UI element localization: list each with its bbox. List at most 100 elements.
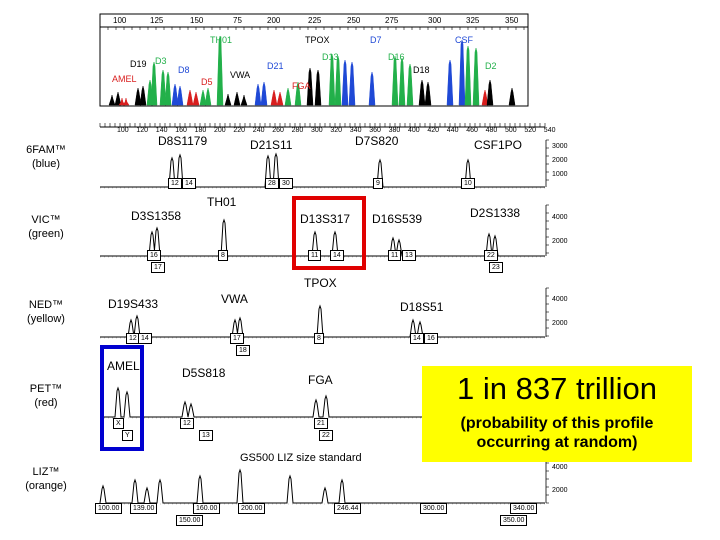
- y-axis-label: 2000: [552, 320, 568, 327]
- main-ruler-label: 300: [311, 127, 323, 134]
- dye-name: 6FAM™: [26, 144, 66, 156]
- top-panel-peak: [233, 91, 241, 106]
- top-panel-peak: [368, 71, 376, 106]
- top-panel-peak: [254, 83, 262, 106]
- top-panel-peak: [176, 85, 184, 106]
- locus-fga: FGA: [308, 373, 333, 387]
- d13s317-highlight-box: [292, 196, 366, 270]
- dye-color: (orange): [25, 480, 67, 492]
- top-label-th01: TH01: [210, 35, 233, 45]
- probability-caption-line1: (probability of this profile: [460, 415, 654, 432]
- dye-label-orange: LIZ™ (orange): [14, 465, 78, 493]
- top-panel-peak: [224, 93, 232, 106]
- allele-tag: 14: [138, 333, 152, 344]
- dye-name: PET™: [29, 383, 63, 395]
- top-panel-peak: [472, 47, 480, 106]
- lane-trace: [100, 386, 545, 418]
- main-ruler-label: 480: [485, 127, 498, 134]
- top-ruler-tick: 225: [308, 16, 322, 25]
- allele-tag: 10: [461, 178, 475, 189]
- top-label-tpox: TPOX: [305, 35, 330, 45]
- lane-trace: [100, 218, 545, 257]
- locus-d3s1358: D3S1358: [131, 209, 182, 223]
- top-panel-peak: [348, 61, 356, 106]
- main-ruler-label: 200: [214, 127, 226, 134]
- top-panel-peak: [391, 55, 399, 106]
- size-standard-tag: 340.00: [510, 503, 538, 514]
- top-panel-peak: [204, 87, 212, 106]
- dye-name: VIC™: [31, 214, 61, 226]
- main-ruler-label: 320: [330, 127, 343, 134]
- dye-label-blue: 6FAM™ (blue): [14, 143, 78, 171]
- top-label-d3: D3: [155, 56, 167, 66]
- probability-headline: 1 in 837 trillion: [457, 371, 657, 406]
- allele-tag: 30: [279, 178, 293, 189]
- y-axis-label: 2000: [552, 157, 568, 164]
- top-panel-peak: [334, 55, 342, 106]
- top-panel-peak: [314, 69, 322, 106]
- allele-tag: 14: [410, 333, 424, 344]
- top-panel-peak: [486, 79, 494, 106]
- top-panel-peaks: [108, 35, 516, 106]
- main-ruler-label: 380: [388, 127, 401, 134]
- y-axis-label: 4000: [552, 214, 568, 221]
- dye-color: (red): [34, 397, 58, 409]
- size-standard-tag: 139.00: [130, 503, 158, 514]
- allele-tag: Y: [122, 430, 133, 441]
- top-panel-peak: [418, 79, 426, 106]
- top-panel-peak: [108, 94, 116, 106]
- main-ruler-label: 120: [136, 127, 149, 134]
- probability-caption-line2: occurring at random): [476, 434, 638, 451]
- top-label-d5: D5: [201, 77, 213, 87]
- dye-color: (blue): [31, 158, 61, 170]
- top-panel-peak: [406, 63, 414, 106]
- top-panel-peak: [424, 81, 432, 106]
- allele-tag: 12: [168, 178, 182, 189]
- allele-tag: 9: [373, 178, 383, 189]
- allele-tag: 22: [484, 250, 498, 261]
- top-label-d2: D2: [485, 61, 497, 71]
- allele-tag: 13: [199, 430, 213, 441]
- main-ruler-label: 440: [446, 127, 459, 134]
- dye-label-green: VIC™ (green): [14, 213, 78, 241]
- locus-tpox: TPOX: [304, 276, 337, 290]
- y-axis-label: 3000: [552, 143, 568, 150]
- top-panel-peak: [240, 94, 248, 106]
- top-panel-peak: [508, 87, 516, 106]
- size-standard-caption: GS500 LIZ size standard: [240, 452, 362, 464]
- main-ruler-label: 520: [524, 127, 537, 134]
- main-ruler-label: 160: [175, 127, 187, 134]
- top-ruler-tick: 125: [150, 16, 164, 25]
- allele-tag: X: [113, 418, 124, 429]
- dye-label-red: PET™ (red): [14, 382, 78, 410]
- top-label-d21: D21: [267, 61, 284, 71]
- top-panel-peak: [306, 67, 314, 106]
- allele-tag: 23: [489, 262, 503, 273]
- allele-tag: 14: [182, 178, 196, 189]
- top-panel-peak: [164, 71, 172, 106]
- locus-d19s433: D19S433: [108, 297, 159, 311]
- size-standard-tag: 150.00: [176, 515, 204, 526]
- locus-d5s818: D5S818: [182, 366, 226, 380]
- top-label-d7: D7: [370, 35, 382, 45]
- top-panel-peak: [284, 87, 292, 106]
- top-panel-peak: [122, 97, 130, 106]
- amel-highlight-box: [100, 345, 144, 451]
- top-ruler-tick: 275: [385, 16, 399, 25]
- top-panel-ticks: [99, 27, 525, 30]
- top-ruler-tick: 75: [233, 16, 242, 25]
- lane-trace: [99, 468, 545, 504]
- main-ruler-label: 420: [427, 127, 440, 134]
- top-panel-peak: [276, 91, 284, 106]
- size-standard-tag: 160.00: [193, 503, 221, 514]
- allele-tag: 16: [147, 250, 161, 261]
- top-label-d13: D13: [322, 52, 339, 62]
- top-ruler-tick: 300: [428, 16, 442, 25]
- main-ruler-label: 500: [505, 127, 517, 134]
- main-ruler-label: 340: [349, 127, 362, 134]
- top-ruler-tick: 150: [190, 16, 204, 25]
- y-axis-label: 2000: [552, 238, 568, 245]
- y-axis-label: 1000: [552, 171, 568, 178]
